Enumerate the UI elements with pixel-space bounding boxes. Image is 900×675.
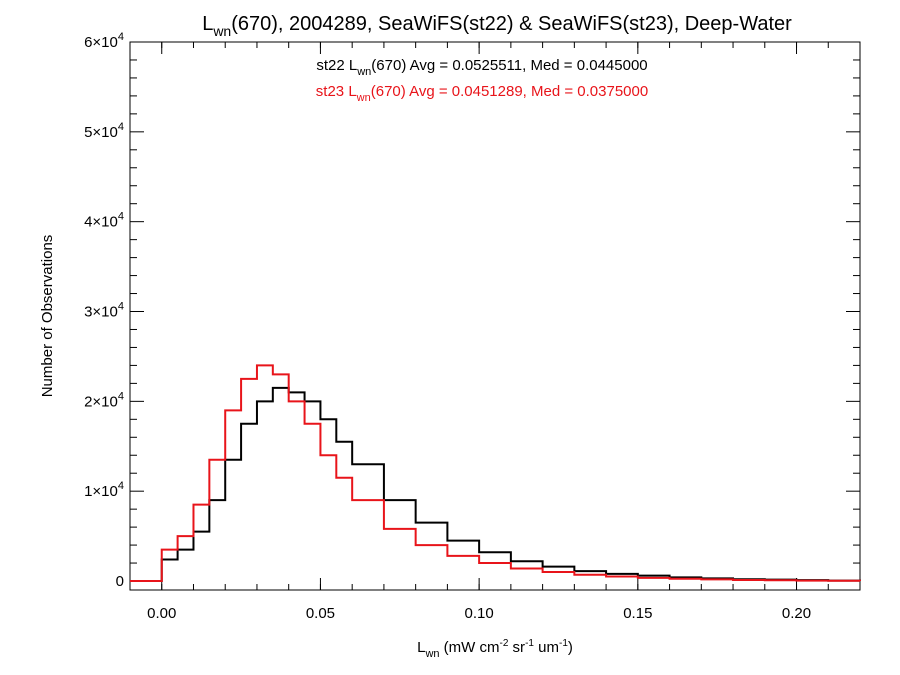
y-tick-label: 6×104 [84,31,124,51]
annotation-st22-post: (670) Avg = 0.0525511, Med = 0.0445000 [371,57,647,74]
x-tick-label: 0.00 [147,605,176,622]
annotation-st23-pre: st23 L [316,83,357,100]
y-axis-ticks: 0 1×104 2×104 3×104 4×104 5×104 6×104 [84,31,860,590]
x-tick-label: 0.10 [465,605,494,622]
xlabel-base: L [417,639,425,656]
xlabel-part2: sr [508,639,525,656]
chart-title: Lwn(670), 2004289, SeaWiFS(st22) & SeaWi… [202,13,792,39]
series-st23-line [130,364,861,583]
x-tick-label: 0.20 [782,605,811,622]
y-tick-label: 0 [116,573,124,590]
title-base: L [202,13,213,35]
title-subscript: wn [212,23,231,39]
annotation-st23-post: (670) Avg = 0.0451289, Med = 0.0375000 [371,83,648,100]
annotation-st23-sub: wn [356,92,371,104]
xlabel-part1: (mW cm [440,639,500,656]
annotation-st23: st23 Lwn(670) Avg = 0.0451289, Med = 0.0… [316,83,648,104]
annotation-st22-pre: st22 L [316,57,357,74]
x-axis-ticks: 0.00 0.05 0.10 0.15 0.20 [129,42,861,622]
y-tick-label: 4×104 [84,211,124,231]
y-tick-label: 3×104 [84,301,124,321]
xlabel-part4: ) [568,639,573,656]
xlabel-part3: um [534,639,559,656]
xlabel-sup3: -1 [559,638,568,649]
y-tick-label: 2×104 [84,390,124,410]
x-tick-label: 0.05 [306,605,335,622]
plot-frame [129,41,861,591]
xlabel-sup1: -2 [499,638,508,649]
x-tick-label: 0.15 [623,605,652,622]
title-rest: (670), 2004289, SeaWiFS(st22) & SeaWiFS(… [231,13,792,35]
series-st22-line [130,386,861,583]
y-tick-label: 1×104 [84,480,124,500]
annotation-st22-sub: wn [356,66,371,78]
xlabel-sub: wn [424,648,439,660]
series-layer [130,364,861,583]
annotation-st22: st22 Lwn(670) Avg = 0.0525511, Med = 0.0… [316,57,647,78]
x-axis-label: Lwn (mW cm-2 sr-1 um-1) [417,638,573,660]
y-axis-label: Number of Observations [39,235,56,398]
xlabel-sup2: -1 [525,638,534,649]
y-tick-label: 5×104 [84,121,124,141]
